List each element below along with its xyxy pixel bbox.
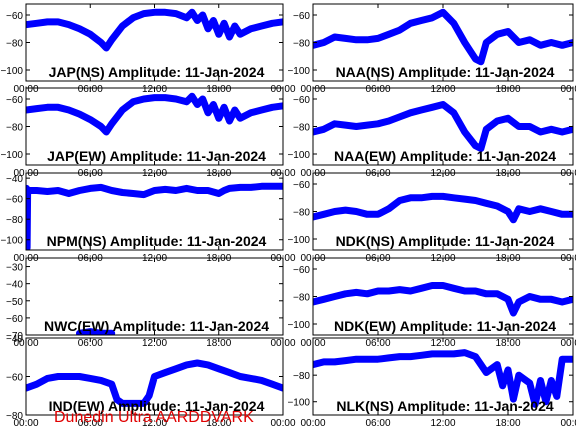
x-tick-label: 00:00 xyxy=(560,418,576,429)
y-tick-label: −70 xyxy=(6,331,23,342)
panel-title: NDK(NS) Amplitude: 11-Jan-2024 xyxy=(336,233,555,249)
series-trace-3-0 xyxy=(313,101,573,152)
y-tick-label: −80 xyxy=(293,123,310,134)
series-trace-7-0 xyxy=(313,282,573,317)
x-tick-label: 18:00 xyxy=(206,338,231,349)
y-tick-label: −60 xyxy=(6,314,23,325)
plot-panel-1: −100−80−6000:0006:0012:0018:0000:00NAA(N… xyxy=(287,3,576,95)
x-tick-label: 00:00 xyxy=(270,418,295,429)
x-tick-label: 18:00 xyxy=(495,338,520,349)
y-tick-label: −100 xyxy=(0,150,23,161)
y-tick-label: −80 xyxy=(6,411,23,422)
y-tick-label: −60 xyxy=(293,95,310,106)
series-trace-5-0 xyxy=(313,192,573,224)
y-tick-label: −60 xyxy=(6,11,23,22)
credit-text: Dunedin Ultra AARDDVARK xyxy=(54,409,254,426)
y-tick-label: −100 xyxy=(287,66,310,77)
x-tick-label: 18:00 xyxy=(495,418,520,429)
plot-panel-7: −100−80−6000:0006:0012:0018:0000:00NDK(E… xyxy=(287,257,576,349)
x-tick-label: 00:00 xyxy=(300,418,325,429)
panel-title: NLK(NS) Amplitude: 11-Jan-2024 xyxy=(336,398,554,414)
x-tick-label: 06:00 xyxy=(365,418,390,429)
y-tick-label: −60 xyxy=(6,373,23,384)
y-tick-label: −40 xyxy=(6,280,23,291)
y-tick-label: −80 xyxy=(6,39,23,50)
y-tick-label: −100 xyxy=(0,66,23,77)
panel-title: NAA(NS) Amplitude: 11-Jan-2024 xyxy=(336,64,555,80)
x-tick-label: 00:00 xyxy=(13,418,38,429)
panel-title: NDK(EW) Amplitude: 11-Jan-2024 xyxy=(334,318,556,334)
x-tick-label: 00:00 xyxy=(560,338,576,349)
y-tick-label: −100 xyxy=(0,236,23,247)
panel-title: NPM(NS) Amplitude: 11-Jan-2024 xyxy=(47,233,267,249)
plot-panel-9: −100 −80 00:00 06:00 12:00 18:00 00:00 NLK(NS) … xyxy=(287,337,576,429)
y-tick-label: −80 xyxy=(293,293,310,304)
y-tick-label: −100 xyxy=(287,150,310,161)
x-tick-label: 18:00 xyxy=(206,418,231,429)
plot-panel-5: −100−80−6000:0006:0012:0018:0000:00NDK(N… xyxy=(287,172,576,264)
series-trace-4-0 xyxy=(26,182,283,250)
x-tick-label: 00:00 xyxy=(560,84,576,95)
y-tick-label: −30 xyxy=(6,263,23,274)
y-tick-label: −60 xyxy=(6,195,23,206)
y-tick-label: −50 xyxy=(6,297,23,308)
panel-title: NAA(EW) Amplitude: 11-Jan-2024 xyxy=(334,148,556,164)
y-tick-label: −80 xyxy=(293,371,310,382)
y-tick-label: −80 xyxy=(293,39,310,50)
y-tick-label: −80 xyxy=(293,208,310,219)
y-tick-label: −100 xyxy=(287,398,310,409)
y-tick-label: −60 xyxy=(293,265,310,276)
panel-title: NWC(EW) Amplitude: 11-Jan-2024 xyxy=(44,318,269,334)
plot-panel-3: −100−80−6000:0006:0012:0018:0000:00NAA(E… xyxy=(287,87,576,179)
y-tick-label: −100 xyxy=(287,235,310,246)
plot-panel-8: −80 −60 −40 00:00 06:00 12:00 18:00 00:00 IND(EW… xyxy=(6,334,296,429)
panel-title: JAP(NS) Amplitude: 11-Jan-2024 xyxy=(49,64,265,80)
y-tick-label: −80 xyxy=(6,123,23,134)
y-tick-label: −60 xyxy=(6,95,23,106)
y-tick-label: −40 xyxy=(6,174,23,185)
x-tick-label: 12:00 xyxy=(142,338,167,349)
series-trace-0-0 xyxy=(26,8,283,52)
series-trace-2-0 xyxy=(26,92,283,136)
x-tick-label: 06:00 xyxy=(78,338,103,349)
x-tick-label: 12:00 xyxy=(430,418,455,429)
panel-title: IND(EW) Amplitude: 11-Jan-2024 xyxy=(49,398,265,414)
series-trace-8-0 xyxy=(26,359,283,407)
y-tick-label: −60 xyxy=(293,180,310,191)
panel-title: JAP(EW) Amplitude: 11-Jan-2024 xyxy=(47,148,266,164)
y-tick-label: −100 xyxy=(287,320,310,331)
x-tick-label: 06:00 xyxy=(365,338,390,349)
x-tick-label: 12:00 xyxy=(142,418,167,429)
y-tick-label: −60 xyxy=(293,11,310,22)
y-tick-label: −40 xyxy=(6,334,23,345)
x-tick-label: 12:00 xyxy=(430,338,455,349)
y-tick-label: −80 xyxy=(6,215,23,226)
series-trace-6-0 xyxy=(76,328,116,335)
x-tick-label: 06:00 xyxy=(78,418,103,429)
series-trace-9-0 xyxy=(313,349,573,408)
series-trace-1-0 xyxy=(313,8,573,66)
